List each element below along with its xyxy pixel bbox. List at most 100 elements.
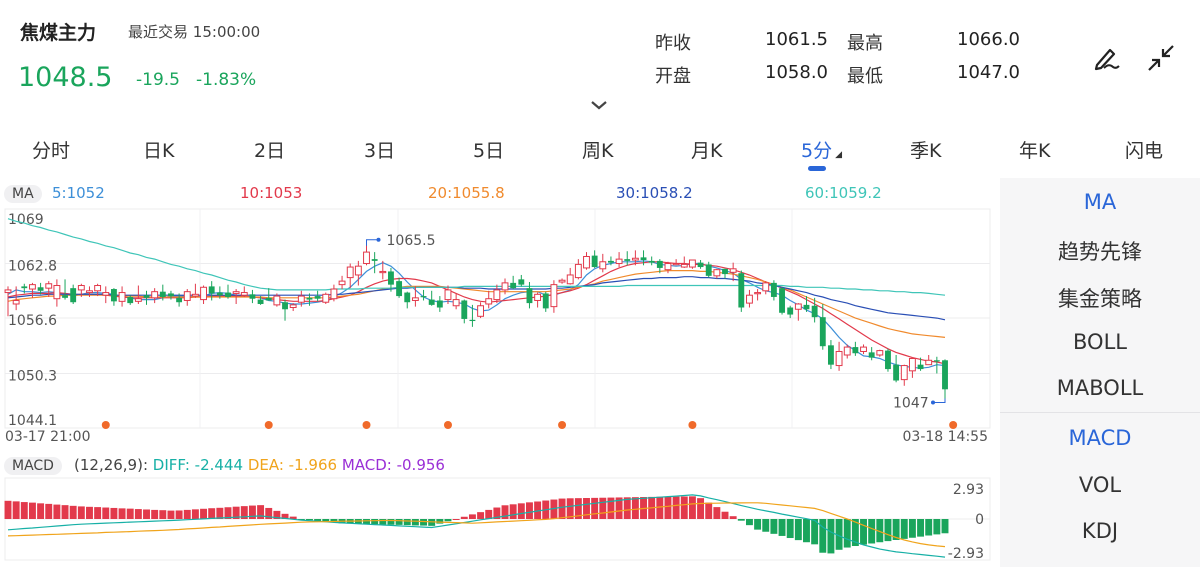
ma30-legend: 30:1058.2 xyxy=(616,184,693,202)
macd-hist-bar xyxy=(200,508,208,519)
candle-body xyxy=(379,270,387,274)
macd-hist-bar xyxy=(762,519,770,532)
candle-body xyxy=(697,262,704,268)
candle-body xyxy=(77,285,85,291)
y-tick-label: 1069 xyxy=(8,212,44,228)
macd-value: MACD: -0.956 xyxy=(341,456,445,474)
candle-body xyxy=(893,364,900,381)
macd-hist-bar xyxy=(615,497,623,519)
candle-body xyxy=(346,266,354,279)
candle-body xyxy=(102,292,110,296)
candle-body xyxy=(550,284,558,308)
macd-y-tick-label: 2.93 xyxy=(953,482,984,498)
macd-params: (12,26,9): xyxy=(74,456,149,474)
macd-hist-bar xyxy=(77,506,85,519)
candle-body xyxy=(608,260,614,263)
macd-hist-bar xyxy=(306,519,313,521)
candle-body xyxy=(469,319,476,322)
side-item-vol[interactable]: VOL xyxy=(1078,473,1122,497)
candle-body xyxy=(208,286,215,294)
macd-hist-bar xyxy=(281,513,289,519)
macd-hist-bar xyxy=(851,519,859,547)
candle-body xyxy=(21,286,28,289)
macd-hist-bar xyxy=(566,498,574,519)
candle-body xyxy=(705,264,712,276)
candlestick-chart[interactable]: 10691062.81056.61050.31044.11065.5104703… xyxy=(0,0,1000,567)
candle-body xyxy=(249,294,256,299)
side-item-boll[interactable]: BOLL xyxy=(1073,330,1127,354)
candle-body xyxy=(176,297,183,303)
side-item-maboll[interactable]: MABOLL xyxy=(1056,376,1144,400)
candle-body xyxy=(493,289,501,301)
macd-hist-bar xyxy=(697,498,705,519)
tab-2-day[interactable]: 2日 xyxy=(254,140,286,162)
pen-draw-icon[interactable] xyxy=(1088,40,1124,76)
macd-badge[interactable]: MACD xyxy=(4,457,62,475)
macd-diff: DIFF: -2.444 xyxy=(152,456,244,474)
candle-body xyxy=(282,302,288,310)
candle-body xyxy=(722,268,728,275)
side-item-macd[interactable]: MACD xyxy=(1068,426,1132,450)
candle-body xyxy=(428,299,435,305)
macd-legend-values: (12,26,9): DIFF: -2.444 DEA: -1.966 MACD… xyxy=(74,456,445,474)
candle-body xyxy=(885,350,891,370)
macd-hist-bar xyxy=(631,497,639,519)
macd-diff-line xyxy=(7,494,946,558)
tab-intraday[interactable]: 分时 xyxy=(32,140,71,162)
tab-3-day[interactable]: 3日 xyxy=(364,140,396,162)
collapse-arrows-icon[interactable] xyxy=(1143,40,1179,76)
tab-flash[interactable]: 闪电 xyxy=(1125,140,1164,162)
tab-5-day[interactable]: 5日 xyxy=(473,140,505,162)
candle-body xyxy=(566,274,574,285)
macd-hist-bar xyxy=(102,507,110,519)
candle-body xyxy=(314,296,321,299)
macd-hist-bar xyxy=(803,519,810,543)
macd-hist-bar xyxy=(900,519,908,539)
tab-monthly-k[interactable]: 月K xyxy=(691,140,723,162)
macd-hist-bar xyxy=(224,507,232,519)
macd-hist-bar xyxy=(273,510,281,519)
tab-daily-k[interactable]: 日K xyxy=(143,140,175,162)
candle-body xyxy=(688,259,696,268)
candle-body xyxy=(835,350,843,367)
macd-hist-bar xyxy=(525,502,533,519)
tab-quarterly-k[interactable]: 季K xyxy=(910,140,942,162)
candle-body xyxy=(656,260,663,268)
macd-hist-bar xyxy=(37,503,45,519)
candle-body xyxy=(477,305,485,317)
tab-weekly-k[interactable]: 周K xyxy=(582,140,614,162)
side-menu-divider xyxy=(1000,412,1200,413)
tab-yearly-k[interactable]: 年K xyxy=(1019,140,1051,162)
side-item-trend-pioneer[interactable]: 趋势先锋 xyxy=(1058,240,1142,264)
candle-body xyxy=(265,297,272,301)
macd-hist-bar xyxy=(86,506,93,519)
macd-hist-bar xyxy=(208,508,216,519)
ma-line-ma60 xyxy=(7,218,946,296)
candle-body xyxy=(680,263,688,268)
open-label: 开盘 xyxy=(655,66,691,87)
chevron-down-icon[interactable] xyxy=(589,96,609,115)
ma5-legend: 5:1052 xyxy=(52,184,105,202)
candle-body xyxy=(738,273,745,308)
ma-badge[interactable]: MA xyxy=(4,185,42,203)
candle-body xyxy=(183,291,191,301)
side-item-kdj[interactable]: KDJ xyxy=(1081,519,1119,543)
macd-hist-bar xyxy=(118,508,126,519)
candle-body xyxy=(501,282,509,291)
candle-body xyxy=(542,293,549,309)
tab-5-min[interactable]: 5分 ◢ xyxy=(801,140,843,162)
macd-hist-bar xyxy=(94,507,102,519)
candle-body xyxy=(225,292,231,297)
side-item-ma[interactable]: MA xyxy=(1083,190,1117,214)
macd-hist-bar xyxy=(322,519,330,522)
macd-hist-bar xyxy=(257,505,265,519)
high-value: 1066.0 xyxy=(957,29,1020,50)
macd-hist-bar xyxy=(574,498,582,519)
macd-hist-bar xyxy=(941,519,949,534)
side-item-fund-strategy[interactable]: 集金策略 xyxy=(1058,287,1142,311)
macd-hist-bar xyxy=(908,519,916,538)
candle-body xyxy=(363,251,370,265)
macd-hist-bar xyxy=(183,509,191,519)
candle-body xyxy=(811,305,818,318)
macd-hist-bar xyxy=(770,519,778,534)
